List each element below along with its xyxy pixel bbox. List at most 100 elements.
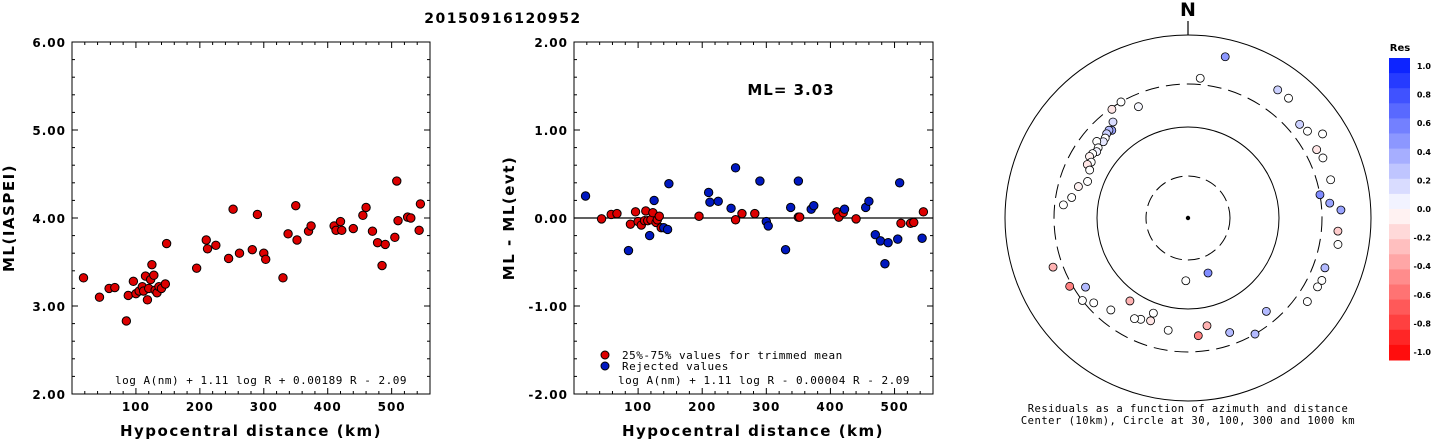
colorbar-swatch <box>1389 118 1410 134</box>
rejected-point <box>580 191 591 201</box>
station-residual-point <box>1333 226 1343 236</box>
station-residual-point <box>1295 119 1305 129</box>
rejected-point <box>763 221 773 231</box>
colorbar-label: 1.0 <box>1417 62 1432 71</box>
station-residual-point <box>1220 52 1230 62</box>
colorbar-swatch <box>1389 269 1410 285</box>
ml-data-point <box>415 199 426 209</box>
station-residual-point <box>1130 314 1139 324</box>
ml-data-point <box>291 200 301 211</box>
ml-data-point <box>228 204 238 214</box>
colorbar-swatch <box>1389 239 1410 255</box>
ml-data-point <box>278 273 288 283</box>
station-residual-point <box>1313 282 1322 292</box>
ml-data-point <box>123 290 133 301</box>
station-residual-point <box>1048 262 1058 272</box>
colorbar-swatch <box>1389 284 1410 301</box>
colorbar-swatch <box>1389 148 1410 165</box>
ml-data-point <box>191 263 202 273</box>
legend-marker-trimmed-mean <box>600 350 610 360</box>
station-residual-point <box>1320 263 1330 273</box>
ml-data-point <box>261 254 271 265</box>
residual-x-tick-label: 400 <box>816 400 844 414</box>
station-residual-point <box>1312 145 1322 154</box>
colorbar-swatch <box>1389 224 1410 240</box>
ml-x-tick-label: 200 <box>186 400 214 414</box>
station-residual-point <box>1089 298 1099 308</box>
station-residual-point <box>1148 308 1158 318</box>
station-residual-point <box>1195 73 1205 83</box>
colorbar-label: 0.4 <box>1417 148 1432 157</box>
colorbar-label: 0.6 <box>1417 119 1432 128</box>
trimmed-mean-point <box>851 214 861 224</box>
rejected-point <box>883 237 893 248</box>
colorbar-swatch <box>1389 103 1410 119</box>
rejected-point <box>755 176 765 186</box>
colorbar-swatch <box>1389 58 1410 74</box>
ml-data-point <box>380 239 390 250</box>
station-residual-point <box>1067 193 1077 202</box>
ml-data-point <box>121 316 132 326</box>
ml-data-point <box>392 176 402 186</box>
trimmed-mean-point <box>896 218 906 228</box>
station-residual-point <box>1163 325 1173 335</box>
station-residual-point <box>1325 198 1335 208</box>
ml-data-point <box>161 238 172 249</box>
rejected-point <box>726 203 736 214</box>
station-residual-point <box>1116 97 1126 107</box>
ml-data-point <box>160 279 171 289</box>
trimmed-mean-point <box>694 211 704 221</box>
residual-formula: log A(nm) + 1.11 log R - 0.00004 R - 2.0… <box>618 374 910 387</box>
trimmed-mean-point <box>625 219 636 229</box>
residual-y-tick-label: 1.00 <box>534 124 568 138</box>
colorbar-swatch <box>1389 133 1410 150</box>
colorbar-label: -0.6 <box>1414 291 1432 300</box>
residual-x-tick-label: 200 <box>688 400 716 414</box>
legend-marker-rejected <box>600 361 610 371</box>
rejected-point <box>894 178 905 188</box>
rejected-point <box>730 163 741 173</box>
station-residual-point <box>1318 153 1328 163</box>
trimmed-mean-point <box>737 208 747 219</box>
rejected-point <box>917 233 927 243</box>
colorbar-swatch <box>1389 88 1410 104</box>
station-residual-point <box>1318 129 1327 139</box>
ml-data-point <box>247 244 257 255</box>
station-residual-point <box>1181 276 1191 286</box>
rejected-point <box>880 259 890 269</box>
station-residual-point <box>1193 331 1203 341</box>
colorbar-swatch <box>1389 254 1410 270</box>
ml-data-point <box>142 295 153 305</box>
colorbar-label: 0.8 <box>1417 91 1432 100</box>
polar-caption-line2: Center (10km), Circle at 30, 100, 300 an… <box>1021 415 1355 427</box>
rejected-point <box>623 245 634 256</box>
station-residual-point <box>1333 240 1343 249</box>
residual-y-tick-label: 2.00 <box>534 36 568 50</box>
ml-data-point <box>367 226 378 236</box>
rejected-point <box>875 236 886 246</box>
ml-data-point <box>361 202 371 213</box>
ml-data-point <box>393 215 403 226</box>
ml-data-point <box>390 232 400 243</box>
station-residual-point <box>1078 296 1087 305</box>
trimmed-mean-point <box>909 217 919 228</box>
ml-formula: log A(nm) + 1.11 log R + 0.00189 R - 2.0… <box>115 374 407 387</box>
residual-x-tick-label: 300 <box>752 400 780 414</box>
ml-data-point <box>234 248 245 258</box>
ml-data-point <box>337 225 347 236</box>
colorbar-label: -1.0 <box>1414 348 1432 357</box>
residual-y-tick-label: -2.00 <box>528 388 568 402</box>
ml-x-tick-label: 400 <box>314 400 342 414</box>
colorbar-label: -0.4 <box>1414 262 1432 271</box>
legend-label-rejected: Rejected values <box>622 360 729 373</box>
residual-y-tick-label: 0.00 <box>534 212 568 226</box>
rejected-point <box>703 187 714 198</box>
ml-y-tick-label: 2.00 <box>32 388 66 402</box>
colorbar-label: 0.2 <box>1417 176 1431 185</box>
rejected-point <box>839 204 850 214</box>
ring-1000km <box>1004 34 1372 402</box>
ml-y-axis-label: ML(IASPEI) <box>0 164 18 272</box>
ml-data-point <box>128 276 139 287</box>
rejected-point <box>662 224 673 235</box>
station-residual-point <box>1203 268 1213 278</box>
